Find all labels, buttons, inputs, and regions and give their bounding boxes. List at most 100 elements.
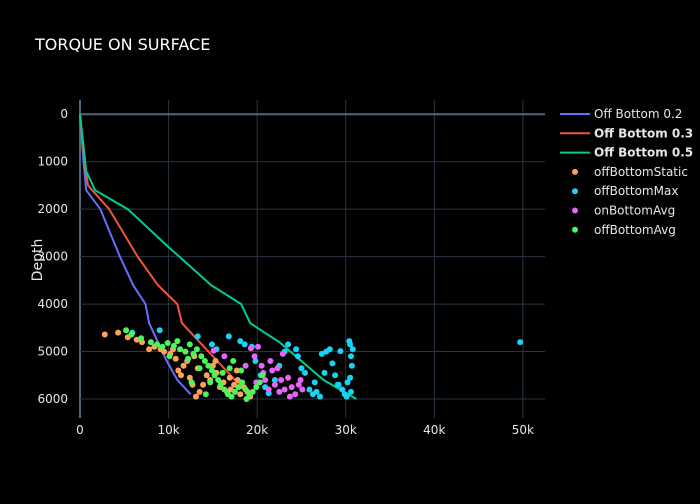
point-onbottomavg bbox=[299, 386, 306, 393]
legend-label: Off Bottom 0.5 bbox=[594, 146, 693, 160]
point-offbottomavg bbox=[211, 372, 218, 379]
point-offbottommax bbox=[237, 338, 244, 345]
y-tick-label: 6000 bbox=[37, 392, 68, 406]
point-offbottomavg bbox=[147, 339, 154, 346]
grid-layer bbox=[79, 100, 545, 418]
point-offbottomstatic bbox=[231, 381, 238, 388]
point-onbottomavg bbox=[247, 345, 254, 352]
point-offbottomavg bbox=[239, 379, 246, 386]
point-offbottommax bbox=[313, 388, 320, 395]
point-offbottommax bbox=[326, 346, 333, 353]
point-offbottomavg bbox=[123, 327, 130, 334]
x-tick-label: 10k bbox=[157, 423, 179, 437]
point-offbottommax bbox=[318, 350, 325, 357]
point-onbottomavg bbox=[251, 353, 258, 360]
point-offbottommax bbox=[339, 386, 346, 393]
point-offbottommax bbox=[332, 372, 339, 379]
point-offbottomstatic bbox=[233, 367, 240, 374]
point-offbottommax bbox=[285, 341, 292, 348]
point-offbottomavg bbox=[219, 369, 226, 376]
point-offbottommax bbox=[348, 353, 354, 360]
axis-layer: 0 10k 20k 30k 40k 50k 0 1000 2000 3000 4000 5000 600… bbox=[37, 107, 534, 437]
point-offbottomstatic bbox=[227, 386, 234, 393]
point-offbottomstatic bbox=[209, 362, 216, 369]
chart-title: TORQUE ON SURFACE bbox=[34, 35, 210, 54]
series-layer bbox=[79, 114, 524, 402]
point-offbottomstatic bbox=[234, 377, 241, 383]
point-offbottomavg bbox=[164, 340, 171, 346]
x-tick-label: 40k bbox=[423, 423, 445, 437]
point-onbottomavg bbox=[286, 393, 293, 400]
point-offbottomavg bbox=[198, 353, 205, 360]
point-offbottomavg bbox=[159, 343, 166, 350]
y-tick-label: 1000 bbox=[37, 155, 68, 169]
point-offbottomavg bbox=[221, 386, 228, 393]
point-onbottomavg bbox=[265, 386, 272, 393]
legend-item-onbottomavg[interactable]: onBottomAvg bbox=[572, 204, 675, 218]
point-onbottomavg bbox=[295, 381, 302, 388]
point-offbottommax bbox=[252, 358, 259, 364]
y-tick-label: 0 bbox=[60, 107, 68, 121]
point-onbottomavg bbox=[292, 391, 299, 398]
point-onbottomavg bbox=[279, 350, 286, 357]
point-offbottommax bbox=[241, 341, 248, 348]
legend-marker-swatch bbox=[572, 168, 578, 175]
y-tick-label: 3000 bbox=[37, 250, 68, 264]
point-onbottomavg bbox=[276, 388, 283, 395]
legend-marker-swatch bbox=[572, 226, 578, 233]
point-onbottomavg bbox=[281, 386, 288, 393]
point-offbottommax bbox=[298, 365, 305, 372]
point-offbottomavg bbox=[177, 346, 184, 353]
legend-label: offBottomStatic bbox=[594, 165, 688, 179]
point-offbottommax bbox=[347, 341, 354, 348]
point-offbottomavg bbox=[182, 348, 189, 355]
point-offbottomavg bbox=[193, 346, 200, 353]
point-offbottommax bbox=[343, 393, 350, 400]
point-offbottomavg bbox=[201, 358, 208, 364]
legend-item-offbottomavg[interactable]: offBottomAvg bbox=[572, 223, 676, 237]
point-offbottommax bbox=[517, 339, 524, 346]
point-offbottommax bbox=[294, 353, 301, 360]
point-onbottomavg bbox=[297, 377, 304, 383]
y-tick-label: 5000 bbox=[37, 345, 68, 359]
point-onbottomavg bbox=[262, 377, 269, 383]
point-onbottomavg bbox=[274, 365, 281, 372]
point-offbottomavg bbox=[166, 353, 173, 360]
legend-item-offbottomstatic[interactable]: offBottomStatic bbox=[572, 165, 688, 179]
legend[interactable]: Off Bottom 0.2 Off Bottom 0.3 Off Bottom 0… bbox=[560, 107, 693, 237]
point-offbottomstatic bbox=[161, 348, 168, 355]
point-onbottomavg bbox=[242, 362, 249, 369]
point-offbottomavg bbox=[185, 355, 192, 362]
point-offbottommax bbox=[349, 346, 356, 353]
point-offbottomavg bbox=[205, 362, 212, 369]
point-offbottomavg bbox=[128, 331, 135, 338]
point-onbottomavg bbox=[269, 367, 276, 374]
y-axis-label: Depth bbox=[30, 239, 46, 282]
series-line-off-bottom-0-2 bbox=[79, 114, 192, 395]
point-offbottomstatic bbox=[180, 362, 187, 369]
legend-item-off-bottom-0-2[interactable]: Off Bottom 0.2 bbox=[560, 107, 682, 121]
legend-marker-swatch bbox=[572, 188, 578, 195]
point-offbottomavg bbox=[232, 388, 238, 395]
series-line-off-bottom-0-3 bbox=[79, 114, 254, 398]
point-offbottommax bbox=[329, 360, 336, 367]
legend-label: offBottomAvg bbox=[594, 223, 676, 237]
point-onbottomavg bbox=[278, 377, 285, 383]
point-offbottomavg bbox=[209, 367, 215, 374]
point-offbottomstatic bbox=[203, 372, 210, 379]
point-onbottomavg bbox=[288, 384, 295, 391]
point-offbottomstatic bbox=[186, 374, 193, 381]
legend-item-off-bottom-0-5[interactable]: Off Bottom 0.5 bbox=[560, 146, 693, 160]
point-offbottommax bbox=[347, 374, 354, 381]
point-offbottomavg bbox=[259, 372, 266, 379]
point-offbottomstatic bbox=[172, 355, 179, 362]
legend-item-off-bottom-0-3[interactable]: Off Bottom 0.3 bbox=[560, 126, 693, 140]
point-offbottomavg bbox=[188, 379, 195, 386]
series-line-off-bottom-0-5 bbox=[79, 114, 357, 400]
point-offbottomstatic bbox=[237, 391, 244, 398]
point-offbottommax bbox=[317, 393, 323, 400]
point-onbottomavg bbox=[267, 358, 274, 364]
legend-item-offbottommax[interactable]: offBottomMax bbox=[572, 184, 678, 198]
point-offbottomavg bbox=[242, 386, 249, 393]
